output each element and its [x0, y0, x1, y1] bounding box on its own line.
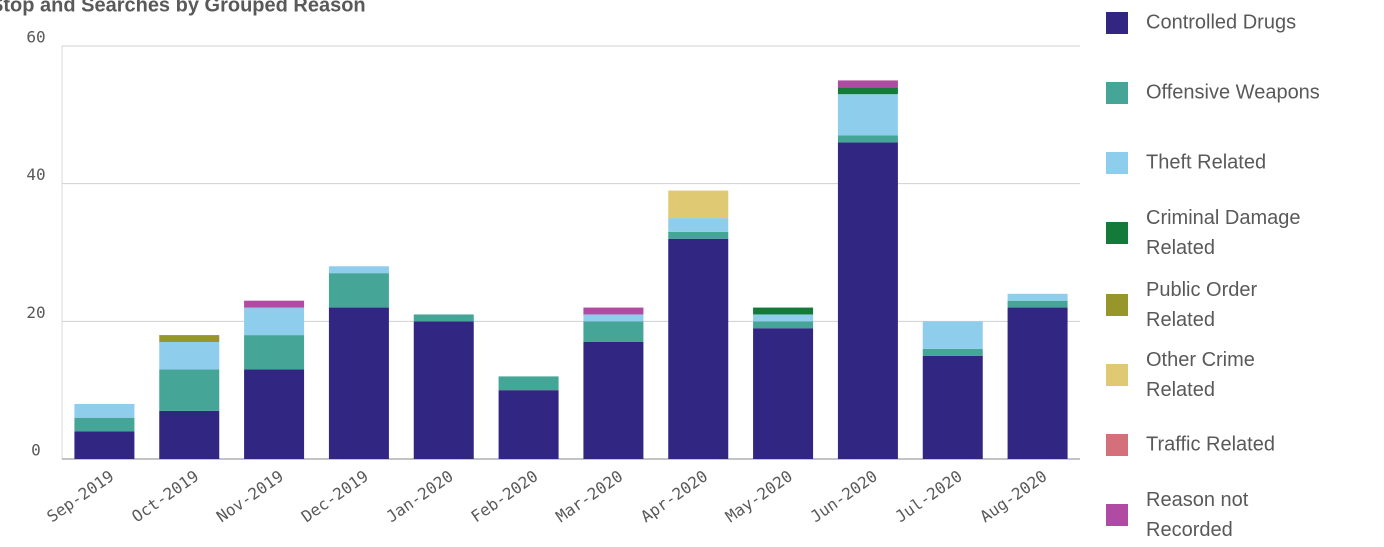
bar-segment	[1007, 293, 1068, 301]
bar-segment	[159, 369, 220, 411]
bar-segment	[498, 376, 559, 391]
bar-segment	[753, 321, 814, 329]
bar-segment	[583, 321, 644, 342]
bar-segment	[74, 403, 135, 418]
y-tick-label: 40	[26, 165, 45, 184]
legend-line: Recorded	[1146, 519, 1233, 541]
bar-segment	[498, 390, 559, 459]
legend-swatch	[1106, 504, 1128, 526]
bar-segment	[837, 142, 898, 459]
bar-segment	[159, 341, 220, 370]
bar-segment	[837, 80, 898, 88]
legend-swatch	[1106, 364, 1128, 386]
legend-line: Reason not	[1146, 489, 1254, 511]
bar-segment	[668, 238, 729, 459]
x-tick-label: Dec-2019	[298, 466, 372, 526]
legend-line: Criminal Damage	[1146, 207, 1306, 229]
x-tick-label: May-2020	[722, 466, 796, 526]
legend-label: Theft Related	[1146, 151, 1266, 173]
legend-label: Offensive Weapons	[1146, 81, 1320, 103]
x-tick-label: Jun-2020	[807, 466, 881, 526]
legend-swatch	[1106, 222, 1128, 244]
bar-segment	[159, 410, 220, 459]
legend-label: Controlled Drugs	[1146, 11, 1296, 33]
legend-line: Related	[1146, 237, 1215, 259]
legend-label: Traffic Related	[1146, 433, 1275, 455]
bar-segment	[1007, 307, 1068, 459]
x-tick-label: Jan-2020	[383, 466, 457, 526]
bar-segment	[413, 321, 474, 459]
bar-segment	[74, 417, 135, 432]
legend-label: Reason not Recorded	[1146, 489, 1254, 541]
bar-segment	[413, 314, 474, 322]
bar-segment	[922, 348, 983, 356]
bar-segment	[753, 307, 814, 315]
legend-swatch	[1106, 12, 1128, 34]
bar-segment	[753, 328, 814, 459]
bar-segment	[244, 335, 305, 370]
bar-segment	[244, 369, 305, 459]
bar-segment	[244, 307, 305, 336]
legend-label: Other Crime Related	[1146, 349, 1260, 401]
x-tick-label: Apr-2020	[637, 466, 711, 526]
y-tick-label: 60	[26, 28, 45, 47]
x-tick-label: Oct-2019	[128, 466, 202, 526]
bar-segment	[328, 266, 389, 274]
legend-line: Other Crime	[1146, 349, 1260, 371]
bar-segment	[1007, 300, 1068, 308]
legend-swatch	[1106, 434, 1128, 456]
bar-segment	[328, 273, 389, 308]
y-tick-label: 0	[31, 441, 41, 460]
legend-line: Related	[1146, 309, 1215, 331]
legend-label: Public Order Related	[1146, 279, 1263, 331]
bar-segment	[668, 231, 729, 239]
bar-segment	[668, 218, 729, 232]
legend-line: Related	[1146, 379, 1215, 401]
y-tick-label: 20	[26, 303, 45, 322]
bar-segment	[583, 314, 644, 322]
bar-segment	[244, 300, 305, 308]
bar-segment	[583, 341, 644, 459]
x-tick-label: Aug-2020	[976, 466, 1050, 526]
bar-segment	[583, 307, 644, 315]
x-tick-label: Nov-2019	[213, 466, 287, 526]
legend-swatch	[1106, 294, 1128, 316]
x-tick-label: Mar-2020	[552, 466, 626, 526]
x-tick-label: Jul-2020	[892, 466, 966, 526]
bar-segment	[159, 335, 220, 342]
bar-segment	[837, 135, 898, 143]
bar-segment	[74, 431, 135, 459]
bar-segment	[668, 190, 729, 219]
legend-label: Criminal Damage Related	[1146, 207, 1306, 259]
legend-swatch	[1106, 152, 1128, 174]
bar-segment	[922, 355, 983, 459]
chart-title: Stop and Searches by Grouped Reason	[0, 0, 366, 16]
bar-segment	[837, 94, 898, 136]
bar-segment	[753, 314, 814, 322]
legend-line: Public Order	[1146, 279, 1263, 301]
x-tick-label: Sep-2019	[43, 466, 117, 526]
bar-segment	[922, 321, 983, 349]
bar-segment	[328, 307, 389, 459]
bar-segment	[837, 87, 898, 95]
x-tick-label: Feb-2020	[467, 466, 541, 526]
legend-swatch	[1106, 82, 1128, 104]
